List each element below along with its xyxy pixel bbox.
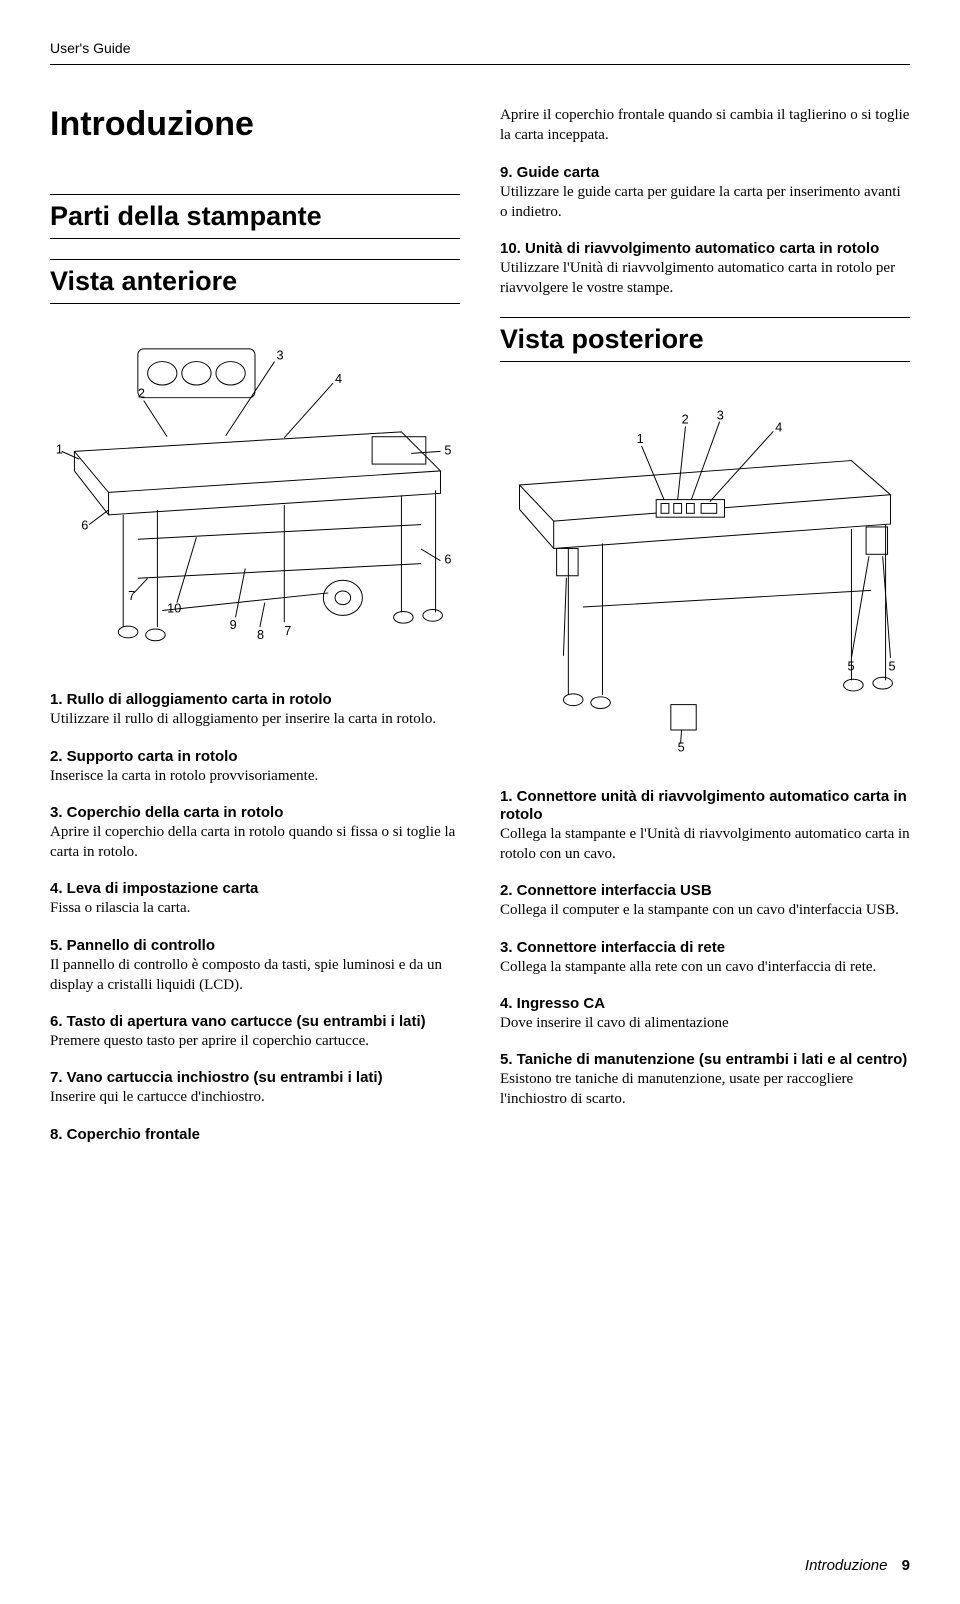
section-heading-block: Vista anteriore (50, 259, 460, 304)
item-body: Inserire qui le cartucce d'inchiostro. (50, 1089, 265, 1105)
item-title: 9. Guide carta (500, 164, 599, 181)
callout-3: 3 (717, 408, 724, 422)
item-title: 5. Pannello di controllo (50, 937, 215, 954)
item-title: 2. Connettore interfaccia USB (500, 882, 712, 899)
page-header: User's Guide (50, 40, 910, 56)
section-title-rear-view: Vista posteriore (500, 324, 910, 362)
item-8: 8. Coperchio frontale (50, 1126, 460, 1144)
item-3: 3. Coperchio della carta in rotolo Aprir… (50, 804, 460, 863)
section-heading-block: Parti della stampante (50, 194, 460, 239)
callout-5c: 5 (678, 740, 685, 753)
item-title: 6. Tasto di apertura vano cartucce (su e… (50, 1013, 426, 1030)
item-6: 6. Tasto di apertura vano cartucce (su e… (50, 1013, 460, 1051)
item-body: Aprire il coperchio della carta in rotol… (50, 824, 455, 860)
item-2: 2. Supporto carta in rotolo Inserisce la… (50, 748, 460, 786)
item-7: 7. Vano cartuccia inchiostro (su entramb… (50, 1069, 460, 1107)
item-title: 2. Supporto carta in rotolo (50, 748, 238, 765)
callout-5a: 5 (848, 659, 855, 673)
callout-1: 1 (56, 442, 63, 456)
item-title: 3. Coperchio della carta in rotolo (50, 804, 283, 821)
item-title: 1. Rullo di alloggiamento carta in rotol… (50, 691, 332, 708)
callout-8: 8 (257, 628, 264, 642)
rear-item-1: 1. Connettore unità di riavvolgimento au… (500, 788, 910, 865)
callout-2: 2 (682, 412, 689, 426)
callout-7a: 7 (128, 589, 135, 603)
callout-1: 1 (637, 431, 644, 445)
header-rule (50, 64, 910, 65)
item-body: Inserisce la carta in rotolo provvisoria… (50, 768, 318, 784)
item-body: Dove inserire il cavo di alimentazione (500, 1015, 729, 1031)
callout-5: 5 (444, 443, 451, 457)
two-column-layout: Introduzione Parti della stampante Vista… (50, 105, 910, 1162)
item-title: 4. Leva di impostazione carta (50, 880, 258, 897)
item-9: 9. Guide carta Utilizzare le guide carta… (500, 164, 910, 223)
item-body: Collega la stampante e l'Unità di riavvo… (500, 826, 910, 862)
rear-item-3: 3. Connettore interfaccia di rete Colleg… (500, 939, 910, 977)
chapter-title: Introduzione (50, 105, 460, 144)
left-column: Introduzione Parti della stampante Vista… (50, 105, 460, 1162)
item-body: Esistono tre taniche di manutenzione, us… (500, 1071, 853, 1107)
item-4: 4. Leva di impostazione carta Fissa o ri… (50, 880, 460, 918)
item-5: 5. Pannello di controllo Il pannello di … (50, 937, 460, 996)
item-1: 1. Rullo di alloggiamento carta in rotol… (50, 691, 460, 729)
callout-6b: 6 (444, 553, 451, 567)
callout-9: 9 (230, 618, 237, 632)
item-title: 7. Vano cartuccia inchiostro (su entramb… (50, 1069, 383, 1086)
section-title-front-view: Vista anteriore (50, 266, 460, 304)
footer-page-number: 9 (902, 1557, 910, 1574)
section-heading-block: Vista posteriore (500, 317, 910, 362)
rear-view-diagram: 1 2 3 4 5 5 5 (500, 402, 910, 753)
item-body: Utilizzare l'Unità di riavvolgimento aut… (500, 260, 895, 296)
item-body: Il pannello di controllo è composto da t… (50, 957, 442, 993)
callout-4: 4 (335, 372, 342, 386)
item-title: 3. Connettore interfaccia di rete (500, 939, 725, 956)
item-title: 1. Connettore unità di riavvolgimento au… (500, 788, 907, 823)
item-body: Collega il computer e la stampante con u… (500, 902, 899, 918)
section-title-parts: Parti della stampante (50, 201, 460, 239)
item-body: Fissa o rilascia la carta. (50, 900, 190, 916)
rear-item-5: 5. Taniche di manutenzione (su entrambi … (500, 1051, 910, 1110)
item-title: 8. Coperchio frontale (50, 1126, 200, 1143)
item-body: Utilizzare il rullo di alloggiamento per… (50, 711, 436, 727)
item-title: 10. Unità di riavvolgimento automatico c… (500, 240, 879, 257)
item-body: Premere questo tasto per aprire il coper… (50, 1033, 369, 1049)
item-body: Aprire il coperchio frontale quando si c… (500, 107, 909, 143)
callout-7b: 7 (284, 624, 291, 638)
callout-6a: 6 (81, 518, 88, 532)
callout-3: 3 (276, 349, 283, 363)
callout-4: 4 (775, 420, 782, 434)
item-body: Utilizzare le guide carta per guidare la… (500, 184, 901, 220)
callout-2: 2 (138, 387, 145, 401)
intro-para: Aprire il coperchio frontale quando si c… (500, 105, 910, 146)
front-view-diagram: 1 2 3 4 5 6 6 7 7 8 9 10 (50, 344, 460, 656)
rear-item-4: 4. Ingresso CA Dove inserire il cavo di … (500, 995, 910, 1033)
callout-5b: 5 (889, 659, 896, 673)
rear-item-2: 2. Connettore interfaccia USB Collega il… (500, 882, 910, 920)
right-column: Aprire il coperchio frontale quando si c… (500, 105, 910, 1162)
footer-section: Introduzione (805, 1557, 888, 1574)
item-title: 4. Ingresso CA (500, 995, 605, 1012)
callout-10: 10 (167, 601, 181, 615)
page-footer: Introduzione 9 (805, 1557, 910, 1574)
item-title: 5. Taniche di manutenzione (su entrambi … (500, 1051, 907, 1068)
item-body: Collega la stampante alla rete con un ca… (500, 959, 876, 975)
item-10: 10. Unità di riavvolgimento automatico c… (500, 240, 910, 299)
